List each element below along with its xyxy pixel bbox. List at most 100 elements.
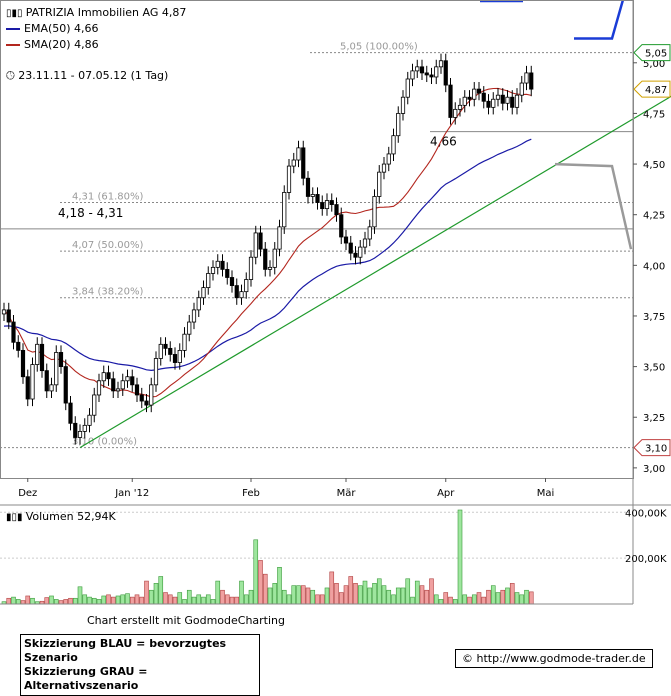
candle-body [467,96,472,100]
candle-body [134,384,140,396]
volume-bar [153,583,159,605]
volume-bar [291,585,297,605]
zone-label: 4,18 - 4,31 [58,206,123,220]
candle-body [92,394,97,416]
candle-body [529,72,534,90]
volume-bar [405,578,411,605]
candle-body [348,242,353,254]
volume-bar [106,594,111,605]
candle-body [400,96,406,114]
volume-bar [500,589,506,605]
fib-label: 4,07 (50.00%) [72,240,143,251]
candle-body [524,72,529,84]
volume-bar [177,592,183,605]
candle-body [481,92,486,102]
candle-body [210,266,216,274]
chart-credit: Chart erstellt mit GodmodeCharting [87,614,285,627]
candle-body [324,200,330,210]
volume-bars [1,509,534,605]
candle-body [453,108,458,118]
volume-bar [120,594,126,605]
ema-line [3,138,532,372]
volume-bar [215,580,221,605]
candle-body [111,378,116,392]
volume-bar [324,587,330,605]
volume-bar [429,578,434,605]
volume-bar [391,594,396,605]
volume-bar [167,594,173,605]
candle-body [120,380,125,390]
candle-body [486,100,491,108]
period-text: 23.11.11 - 07.05.12 (1 Tag) [18,69,169,82]
candle-body [96,380,102,396]
candle-body [49,384,54,392]
volume-bar [438,599,444,605]
volume-bar [129,596,135,605]
volume-bar [315,594,320,605]
volume-bar [509,583,515,605]
candle-body [54,352,59,386]
volume-bar [91,597,97,605]
candle-body [258,232,263,250]
volume-bar [386,589,392,605]
candle-body [77,431,83,438]
sma-swatch [6,44,20,46]
candle-body [362,238,368,248]
volume-bar [424,589,430,605]
source-link[interactable]: © http://www.godmode-trader.de [455,649,653,668]
ema-legend-label: EMA(50) 4,66 [24,22,99,35]
x-tick-label: Dez [18,488,37,499]
grid-lines [0,511,633,559]
candle-body [505,96,510,104]
note-gray: Skizzierung GRAU = Alternativszenario [24,665,148,692]
candle-body [182,333,187,351]
candle-body [443,60,448,86]
candle-body [438,60,444,68]
low-tag-shape [633,439,671,457]
volume-bar [305,587,311,605]
candle-body [339,214,344,238]
candle-body [158,343,163,359]
volume-bar [243,594,249,605]
volume-bar [490,585,496,605]
y-tick-label: 3,50 [643,363,665,374]
volume-bar [20,600,26,605]
volume-bar [125,593,130,605]
y-tick-label: 3,00 [643,464,665,475]
volume-bar [30,597,35,605]
volume-bar [172,596,178,605]
volume-bar [495,592,501,605]
candle-body [429,74,434,78]
volume-bar [319,594,325,605]
volume-bar [329,571,335,605]
axes: 5,00 4,75 4,50 4,25 4,00 3,75 3,50 3,25 3,00 400,… [0,0,671,605]
y-tick-label: 3,25 [643,413,665,424]
volume-bar [115,595,121,605]
volume-bar [44,597,50,605]
volume-bar [310,589,316,605]
candle-body [410,70,415,80]
volume-bar [87,596,92,605]
sma-legend: SMA(20) 4,86 [6,38,99,51]
candle-body [372,196,377,228]
volume-bar [239,580,244,605]
candle-body [353,252,358,258]
volume-bar [191,596,197,605]
candle-body [153,358,159,386]
fib-label: 3,10 (0.00%) [72,437,137,448]
y-tick-label: 3,75 [643,312,665,323]
volume-bar [210,599,216,605]
sma-legend-label: SMA(20) 4,86 [24,38,99,51]
volume-bar [524,589,529,605]
price-tags: 5,05 4,87 3,10 [633,44,671,457]
ema-swatch [6,28,20,30]
candle-body [225,268,230,278]
candle-body [201,287,206,299]
volume-bar [229,596,235,605]
volume-bar [362,580,368,605]
candle-body [139,394,144,402]
y-tick-label: 4,75 [643,109,665,120]
volume-bar [163,592,168,605]
volume-bar [367,587,373,605]
candle-body [514,94,520,108]
